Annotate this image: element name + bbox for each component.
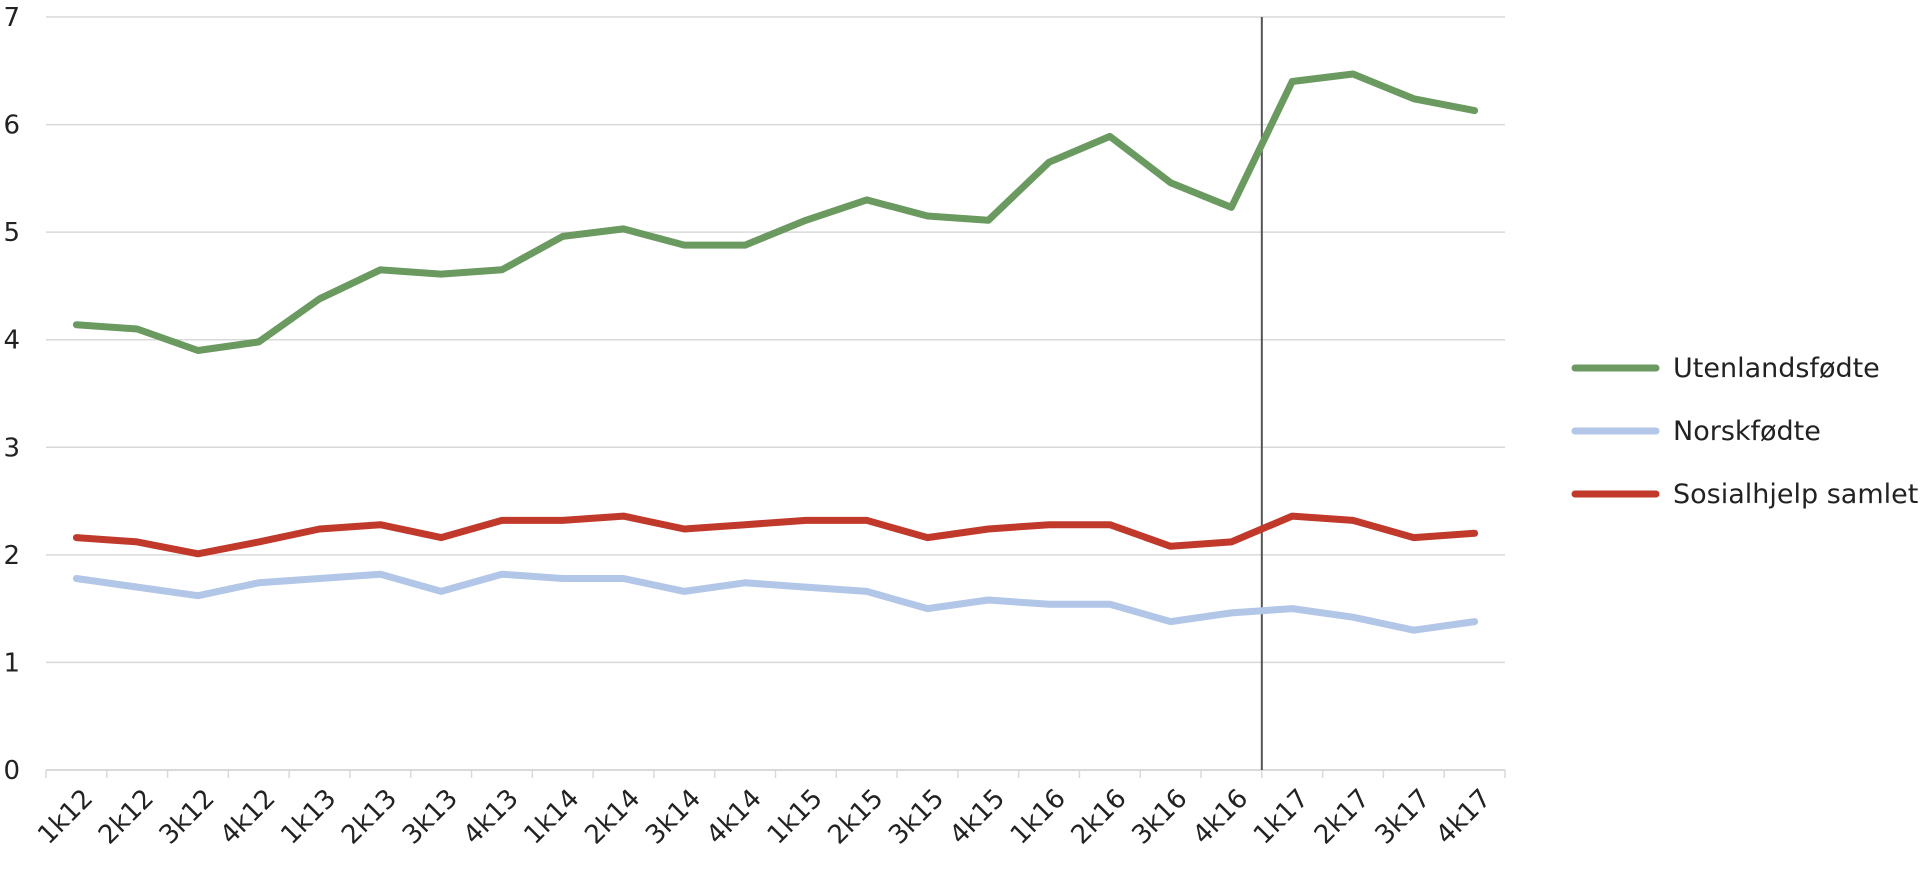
- x-tick-label: 1k12: [32, 784, 99, 851]
- x-tick-label: 3k17: [1370, 784, 1437, 851]
- x-tick-label: 1k17: [1248, 784, 1315, 851]
- x-tick-label: 4k13: [458, 784, 525, 851]
- x-tick-label: 4k14: [701, 784, 768, 851]
- y-tick-label: 3: [3, 433, 20, 463]
- x-tick-label: 1k13: [275, 784, 342, 851]
- x-tick-label: 3k16: [1126, 784, 1193, 851]
- y-tick-label: 7: [3, 3, 20, 33]
- x-tick-label: 1k15: [762, 784, 829, 851]
- x-tick-label: 1k14: [519, 784, 586, 851]
- y-tick-label: 4: [3, 326, 20, 356]
- legend-label: Norskfødte: [1673, 416, 1821, 447]
- x-tick-label: 1k16: [1005, 784, 1072, 851]
- legend: Utenlandsfødte Norskfødte Sosialhjelp saml…: [1571, 353, 1918, 510]
- y-tick-label: 6: [3, 111, 20, 141]
- legend-label: Utenlandsfødte: [1673, 353, 1880, 384]
- y-axis-ticks: 0 1 2 3 4 5 6 7: [3, 3, 20, 786]
- y-tick-label: 0: [3, 756, 20, 786]
- x-tick-label: 2k15: [822, 784, 889, 851]
- x-tick-label: 3k15: [883, 784, 950, 851]
- x-tick-label: 2k13: [336, 784, 403, 851]
- x-axis-ticks: 1k122k123k124k121k132k133k134k131k142k14…: [32, 784, 1497, 851]
- x-tick-label: 3k14: [640, 784, 707, 851]
- series-line-1: [72, 570, 1479, 634]
- axes: [45, 17, 1506, 778]
- x-tick-label: 4k15: [944, 784, 1011, 851]
- y-tick-label: 5: [3, 218, 20, 248]
- x-tick-label: 2k17: [1309, 784, 1376, 851]
- legend-label: Sosialhjelp samlet: [1673, 479, 1918, 510]
- y-tick-label: 2: [3, 541, 20, 571]
- x-tick-label: 2k12: [93, 784, 160, 851]
- x-tick-label: 2k16: [1066, 784, 1133, 851]
- x-tick-label: 4k16: [1187, 784, 1254, 851]
- series-line-2: [72, 512, 1479, 558]
- x-tick-label: 3k13: [397, 784, 464, 851]
- series-lines: [72, 70, 1479, 634]
- x-tick-label: 2k14: [579, 784, 646, 851]
- series-line-0: [72, 70, 1479, 354]
- x-tick-label: 4k17: [1430, 784, 1497, 851]
- x-tick-label: 4k12: [215, 784, 282, 851]
- x-tick-label: 3k12: [154, 784, 221, 851]
- y-tick-label: 1: [3, 648, 20, 678]
